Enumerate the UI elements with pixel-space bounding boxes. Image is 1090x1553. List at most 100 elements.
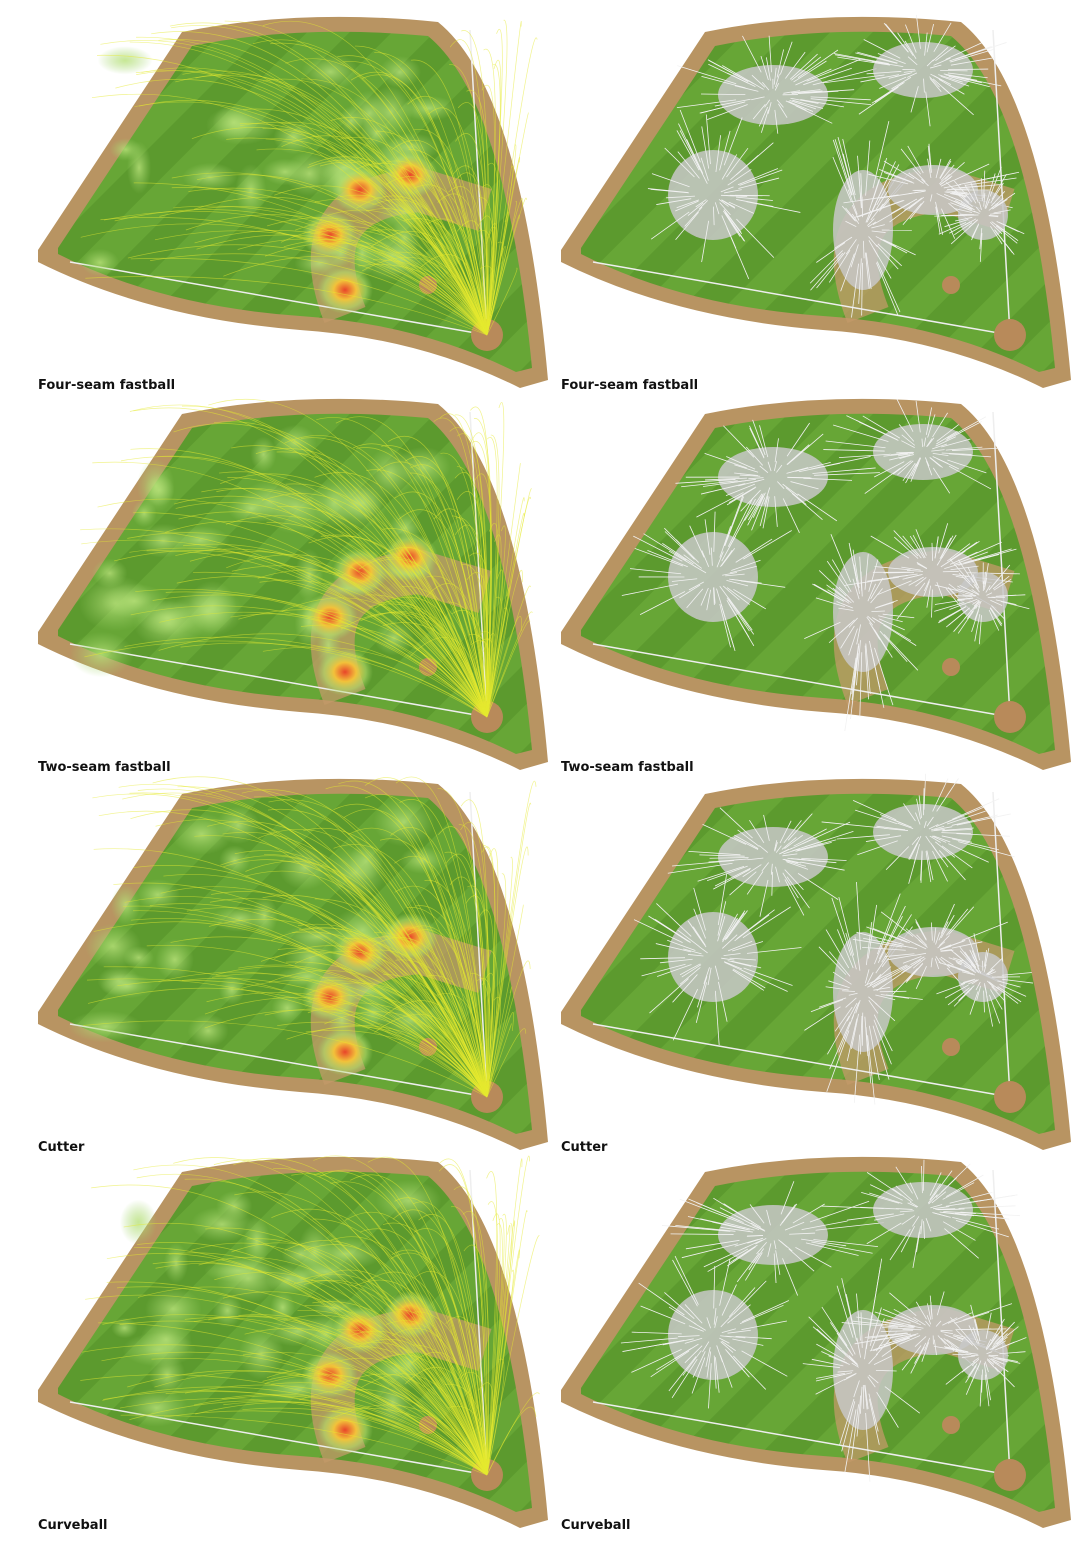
scatter-track (779, 41, 793, 75)
trajectory (467, 885, 490, 1098)
scatter-track (707, 59, 749, 82)
scatter-track (901, 566, 921, 571)
scatter-track (848, 992, 858, 996)
scatter-track (721, 957, 735, 961)
scatter-track (667, 939, 696, 951)
trajectory (175, 548, 488, 718)
scatter-track (788, 1248, 815, 1272)
scatter-track (789, 1232, 816, 1235)
scatter-track (901, 434, 916, 446)
scatter-track (959, 950, 975, 968)
trajectory (486, 1249, 520, 1476)
trajectory (102, 1314, 488, 1476)
scatter-track (938, 523, 949, 554)
scatter-track (931, 449, 945, 452)
trajectory (238, 609, 488, 718)
scatter-track (784, 1221, 805, 1231)
scatter-track (752, 104, 766, 120)
trajectory (83, 1020, 488, 1098)
scatter-track (719, 1355, 733, 1388)
scatter-track (721, 1340, 736, 1352)
trajectory (213, 421, 488, 718)
scatter-track (713, 587, 716, 604)
scatter-track (942, 827, 974, 831)
scatter-track (631, 1331, 682, 1335)
scatter-track (939, 935, 950, 946)
trajectory (330, 1236, 488, 1476)
trajectory (354, 1279, 488, 1476)
scatter-track (934, 536, 939, 559)
scatter-track (879, 192, 913, 199)
scatter-track (681, 480, 738, 488)
scatter-track (870, 1184, 903, 1201)
trajectory (80, 1374, 488, 1476)
scatter-track (991, 986, 1006, 1002)
scatter-track (800, 99, 845, 108)
scatter-track (695, 199, 707, 208)
trajectory (486, 569, 523, 718)
scatter-track (859, 652, 863, 717)
trajectory (486, 1210, 528, 1476)
scatter-track (870, 1318, 885, 1351)
scatter-track (911, 836, 920, 846)
scatter-track (727, 597, 753, 631)
trajectory (150, 253, 488, 336)
scatter-track (932, 412, 948, 438)
trajectory (127, 532, 488, 718)
scatter-track (940, 75, 970, 87)
trajectory (486, 1023, 512, 1098)
scatter-track (923, 437, 927, 447)
trajectory (486, 780, 537, 1098)
scatter-track (889, 1292, 917, 1317)
scatter-track (925, 851, 932, 883)
scatter-track (937, 1335, 947, 1345)
scatter-track (797, 493, 838, 522)
scatter-track (927, 158, 932, 179)
scatter-track (949, 453, 992, 458)
scatter-track (743, 967, 793, 986)
trajectory (399, 799, 488, 1098)
scatter-track (845, 997, 857, 1008)
scatter-track (761, 862, 770, 872)
heat-blob (216, 1190, 253, 1222)
trajectory (130, 257, 488, 336)
scatter-track (938, 606, 967, 622)
scatter-track (804, 1006, 841, 1031)
heat-blob (182, 162, 238, 192)
scatter-track (715, 135, 721, 173)
scatter-track (887, 954, 916, 961)
scatter-track (869, 973, 882, 986)
scatter-track (776, 49, 785, 78)
scatter-track (867, 221, 877, 228)
scatter-track (739, 474, 761, 477)
trajectory (311, 1025, 488, 1098)
scatter-track (692, 1351, 706, 1378)
scatter-track (719, 1207, 753, 1225)
heat-blob (250, 436, 277, 473)
scatter-track (755, 1238, 767, 1245)
trajectory (338, 137, 488, 336)
scatter-track (933, 1345, 965, 1353)
scatter-track (884, 953, 915, 957)
scatter-track (681, 964, 702, 978)
scatter-track (938, 961, 967, 972)
scatter-track (928, 823, 939, 830)
scatter-track (713, 1307, 717, 1325)
scatter-track (747, 493, 764, 521)
scatter-track (702, 823, 747, 845)
scatter-track (929, 1183, 941, 1201)
scatter-track (877, 580, 912, 596)
scatter-track (638, 1282, 685, 1316)
cluster (668, 912, 758, 1002)
scatter-track (986, 995, 994, 1027)
scatter-track (988, 215, 999, 217)
scatter-track (904, 40, 917, 60)
trajectory (348, 827, 488, 1098)
trajectory (473, 418, 492, 718)
trajectory (138, 99, 488, 336)
scatter-track (974, 613, 981, 642)
scatter-track (693, 908, 706, 939)
scatter-track (758, 106, 769, 127)
scatter-track (842, 138, 856, 196)
